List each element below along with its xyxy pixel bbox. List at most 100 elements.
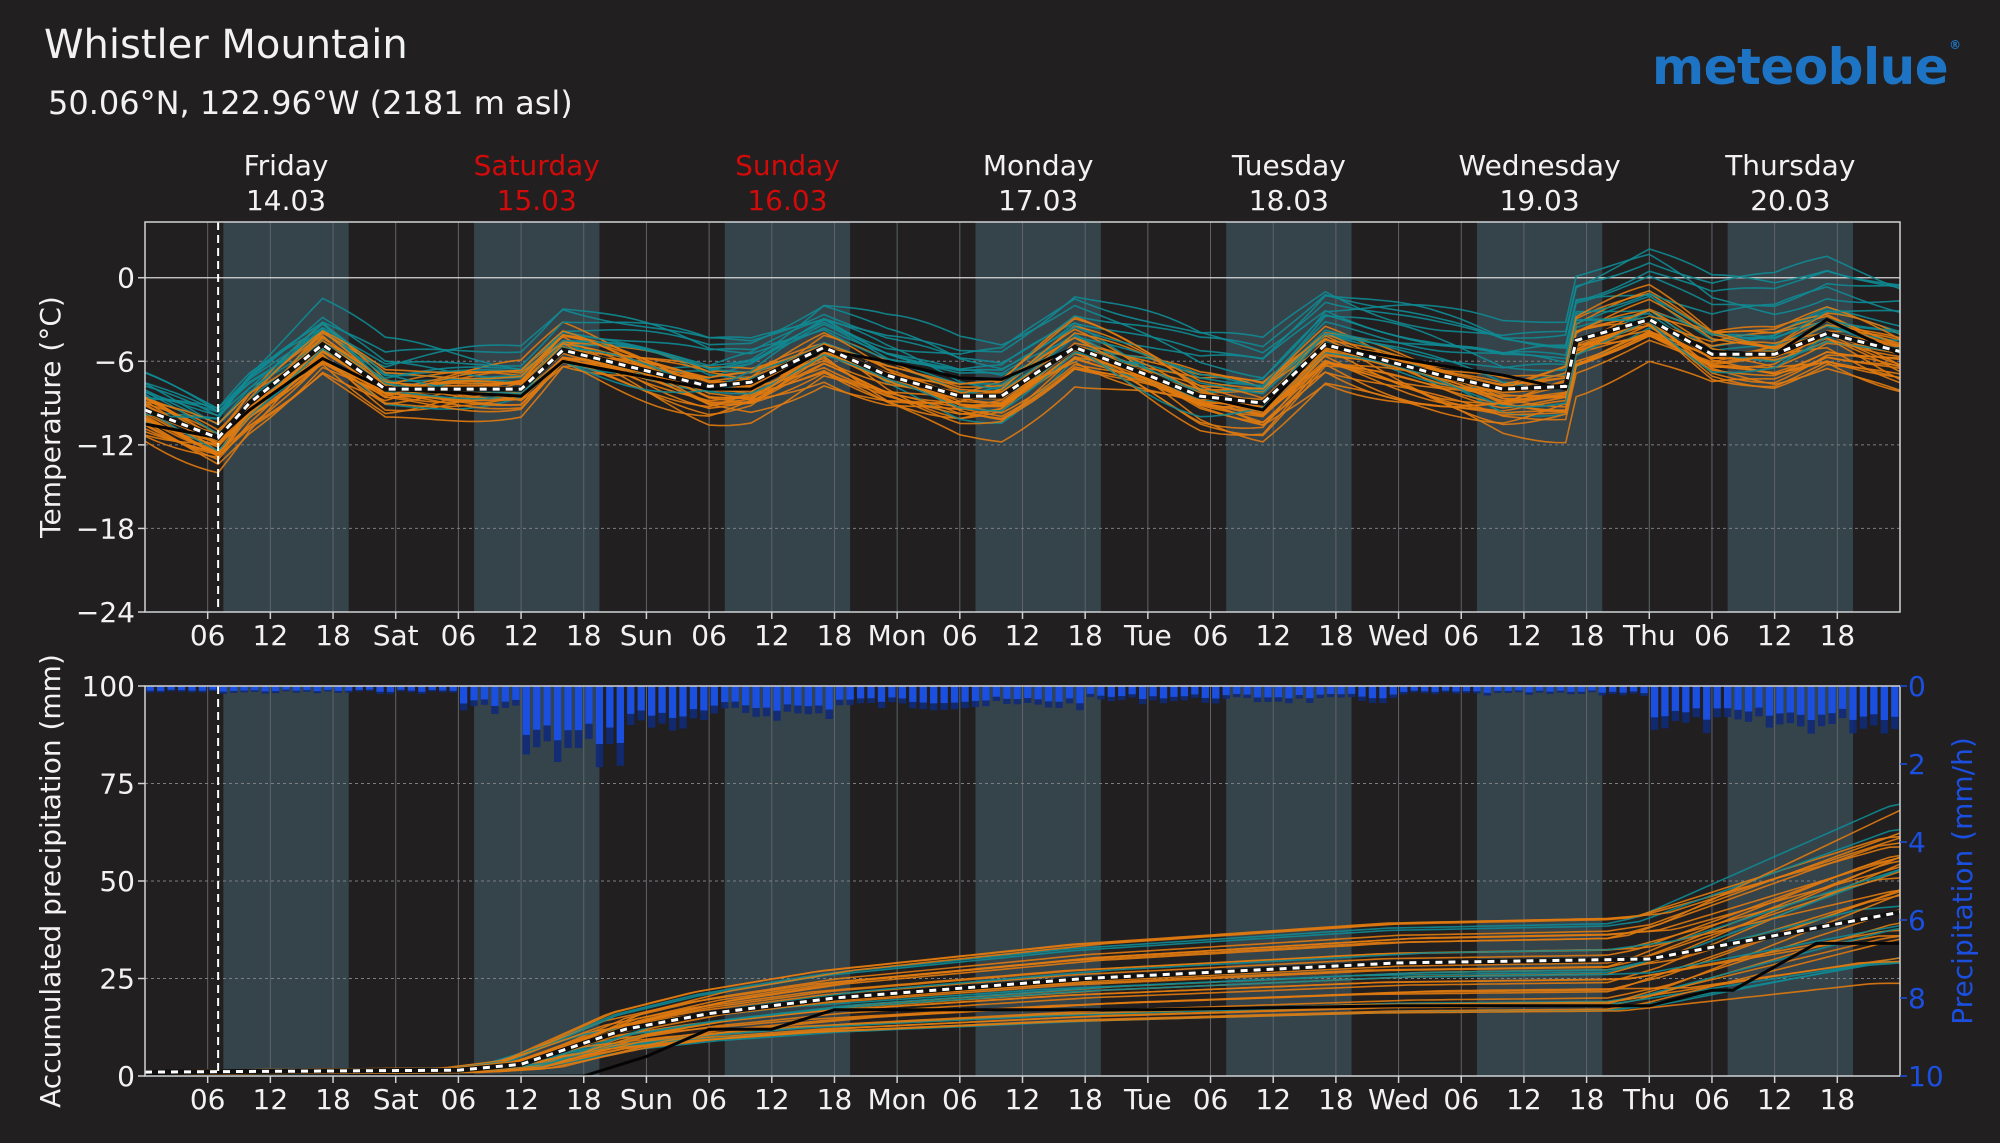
- precipitation-bar: [334, 686, 342, 691]
- precipitation-bar: [1734, 686, 1742, 710]
- precipitation-bar: [167, 686, 175, 690]
- day-header-date: 17.03: [998, 184, 1078, 217]
- precipitation-bar: [1441, 686, 1450, 691]
- precipitation-bar: [647, 686, 656, 716]
- temperature-member-line-teal: [145, 255, 1900, 413]
- precipitation-bar: [303, 686, 311, 691]
- precipitation-bar: [1159, 686, 1168, 699]
- precipitation-bar: [1598, 686, 1606, 693]
- location-coordinates: 50.06°N, 122.96°W (2181 m asl): [48, 84, 573, 122]
- precipitation-bar: [1327, 686, 1335, 694]
- precipitation-bar: [1222, 686, 1230, 696]
- temperature-x-tick-label: 18: [315, 619, 351, 652]
- precipitation-bar: [1024, 686, 1032, 699]
- precipitation-bar: [1316, 686, 1324, 695]
- precipitation-bar: [1358, 686, 1366, 697]
- precipitation-bar: [700, 686, 708, 711]
- precipitation-bar: [668, 686, 677, 718]
- precipitation-bar: [1807, 686, 1815, 721]
- precipitation-bar: [856, 686, 865, 699]
- temperature-median-line: [145, 317, 1900, 440]
- precipitation-bar: [1755, 686, 1763, 708]
- precipitation-bar: [627, 686, 635, 714]
- precipitation-y-tick-label: 0: [117, 1060, 135, 1093]
- precipitation-bar: [961, 686, 969, 702]
- temperature-x-tick-label: 18: [1820, 619, 1856, 652]
- precipitation-x-tick-label: 06: [691, 1083, 727, 1116]
- precipitation-bar: [1880, 686, 1888, 721]
- precipitation-bar: [1525, 686, 1533, 693]
- precipitation-bar: [742, 686, 750, 706]
- precipitation-rate-tick-label: 4: [1908, 826, 1926, 859]
- precipitation-bar: [1212, 686, 1220, 699]
- precipitation-median-line: [145, 910, 1900, 1074]
- precipitation-bar: [574, 686, 583, 731]
- precipitation-bar: [564, 686, 572, 731]
- precipitation-bar: [658, 686, 666, 713]
- precipitation-bar: [919, 686, 927, 703]
- precipitation-bar: [888, 686, 896, 698]
- precipitation-x-tick-label: Mon: [868, 1083, 927, 1116]
- precipitation-bar: [1891, 686, 1899, 717]
- temperature-x-tick-label: 06: [942, 619, 978, 652]
- precipitation-bar: [439, 686, 447, 691]
- temperature-x-tick-label: Thu: [1622, 619, 1676, 652]
- temperature-x-tick-label: 12: [1506, 619, 1542, 652]
- precipitation-bar: [282, 686, 290, 690]
- precipitation-bar: [606, 686, 614, 728]
- precipitation-bar: [1640, 686, 1648, 694]
- logo-registered-mark: ®: [1949, 38, 1961, 52]
- precipitation-bar: [1034, 686, 1042, 700]
- precipitation-bar: [1650, 686, 1659, 718]
- precipitation-bar: [1086, 686, 1095, 694]
- precipitation-bar: [1243, 686, 1251, 695]
- precipitation-bar: [1306, 686, 1314, 699]
- precipitation-bar: [1253, 686, 1262, 698]
- precipitation-bar: [1013, 686, 1021, 700]
- precipitation-bar: [1065, 686, 1074, 699]
- meteoblue-logo[interactable]: meteoblue®: [1652, 38, 1961, 96]
- temperature-x-tick-label: 12: [1757, 619, 1793, 652]
- location-title: Whistler Mountain: [44, 22, 408, 68]
- precipitation-bar: [1379, 686, 1387, 699]
- precipitation-bar: [1191, 686, 1199, 695]
- precipitation-bar: [1588, 686, 1596, 691]
- precipitation-bar: [1400, 686, 1408, 692]
- temperature-member-line-teal: [145, 253, 1900, 417]
- precipitation-bar: [930, 686, 938, 704]
- precipitation-x-tick-label: 18: [1318, 1083, 1354, 1116]
- temperature-x-tick-label: 18: [1318, 619, 1354, 652]
- day-header-date: 18.03: [1249, 184, 1329, 217]
- precipitation-bar: [146, 686, 154, 691]
- precipitation-bar: [324, 686, 332, 690]
- day-header-date: 19.03: [1500, 184, 1580, 217]
- precipitation-bar: [762, 686, 771, 708]
- precipitation-x-tick-label: 18: [1067, 1083, 1103, 1116]
- precipitation-bar: [365, 686, 374, 690]
- precipitation-x-tick-label: 18: [1569, 1083, 1605, 1116]
- temperature-x-tick-label: 18: [1569, 619, 1605, 652]
- precipitation-bar: [783, 686, 792, 705]
- precipitation-x-tick-label: Wed: [1368, 1083, 1429, 1116]
- precipitation-bar: [1567, 686, 1575, 692]
- temperature-member-line-orange: [145, 283, 1900, 456]
- precipitation-bar: [251, 686, 259, 691]
- temperature-x-tick-label: 12: [754, 619, 790, 652]
- precipitation-bar: [230, 686, 238, 691]
- precipitation-y-tick-label: 100: [82, 670, 135, 703]
- precipitation-x-tick-label: 12: [1255, 1083, 1291, 1116]
- precipitation-bar: [950, 686, 959, 703]
- temperature-member-line-teal: [145, 295, 1900, 425]
- precipitation-bar: [1097, 686, 1105, 696]
- precipitation-bar: [1504, 686, 1512, 691]
- precipitation-bar: [1201, 686, 1209, 698]
- precipitation-x-tick-label: Thu: [1622, 1083, 1676, 1116]
- temperature-x-tick-label: 06: [190, 619, 226, 652]
- precipitation-bar: [1494, 686, 1502, 691]
- precipitation-x-tick-label: 06: [1443, 1083, 1479, 1116]
- precipitation-x-tick-label: 12: [1506, 1083, 1542, 1116]
- precipitation-bar: [240, 686, 248, 691]
- temperature-member-line-orange: [145, 331, 1900, 461]
- precipitation-control-line: [145, 941, 1900, 1076]
